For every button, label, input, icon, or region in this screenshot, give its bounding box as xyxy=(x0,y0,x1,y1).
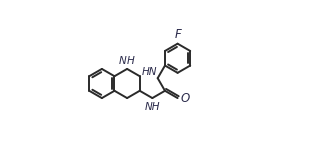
Text: O: O xyxy=(181,92,190,105)
Text: F: F xyxy=(174,28,181,41)
Text: HN: HN xyxy=(142,67,157,77)
Text: N: N xyxy=(119,56,127,66)
Text: NH: NH xyxy=(145,102,160,112)
Text: H: H xyxy=(127,56,135,66)
